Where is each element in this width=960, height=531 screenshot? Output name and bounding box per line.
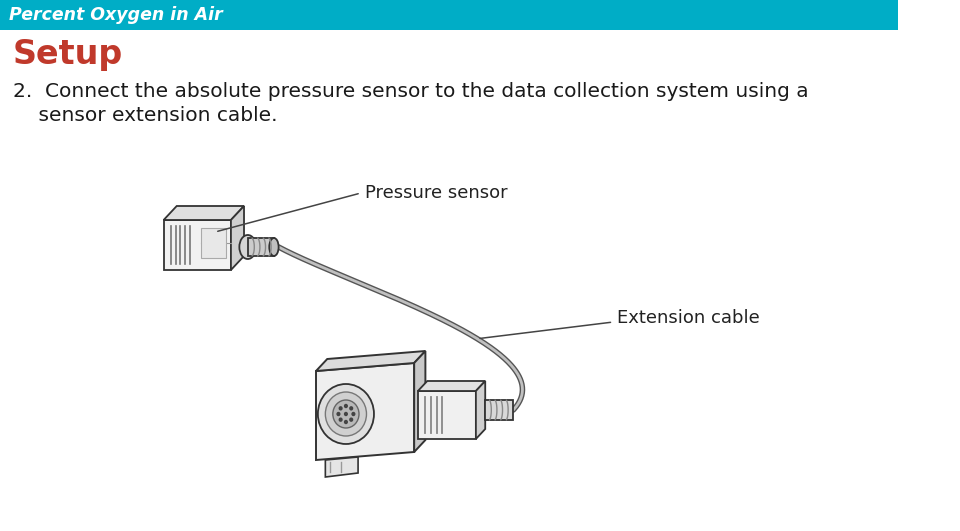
FancyBboxPatch shape — [163, 220, 231, 270]
Text: Extension cable: Extension cable — [617, 309, 759, 327]
Circle shape — [349, 406, 353, 410]
Text: Pressure sensor: Pressure sensor — [365, 184, 507, 202]
Polygon shape — [231, 206, 244, 270]
Circle shape — [325, 392, 367, 436]
Polygon shape — [163, 206, 244, 220]
Text: Percent Oxygen in Air: Percent Oxygen in Air — [10, 6, 223, 24]
Circle shape — [339, 406, 343, 410]
Circle shape — [351, 412, 355, 416]
Ellipse shape — [269, 238, 278, 256]
FancyBboxPatch shape — [485, 400, 514, 420]
Circle shape — [344, 412, 348, 416]
Circle shape — [333, 400, 359, 428]
Ellipse shape — [239, 235, 256, 259]
Polygon shape — [316, 351, 425, 371]
Circle shape — [318, 384, 374, 444]
Circle shape — [344, 404, 348, 408]
FancyBboxPatch shape — [248, 238, 274, 256]
Text: sensor extension cable.: sensor extension cable. — [13, 106, 277, 125]
Text: 2.  Connect the absolute pressure sensor to the data collection system using a: 2. Connect the absolute pressure sensor … — [13, 82, 808, 101]
Circle shape — [339, 417, 343, 422]
Bar — [0, 0, 898, 30]
Circle shape — [336, 412, 341, 416]
Polygon shape — [476, 381, 485, 439]
FancyBboxPatch shape — [201, 228, 227, 258]
Circle shape — [344, 420, 348, 424]
FancyBboxPatch shape — [418, 391, 476, 439]
Polygon shape — [325, 457, 358, 477]
Polygon shape — [414, 351, 425, 452]
Circle shape — [349, 417, 353, 422]
Polygon shape — [418, 381, 485, 391]
Polygon shape — [316, 363, 414, 460]
Text: Setup: Setup — [13, 38, 123, 71]
